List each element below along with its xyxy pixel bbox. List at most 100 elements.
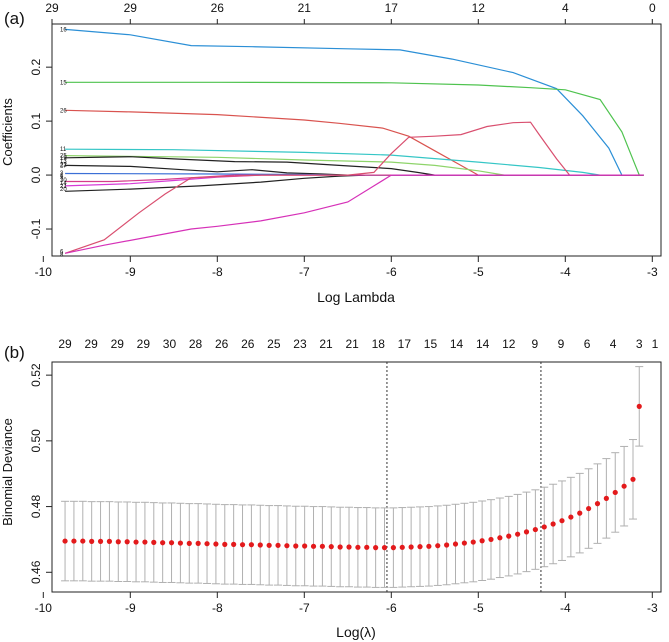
x-tick-label: -3 (647, 265, 658, 279)
top-axis-label: 29 (45, 1, 59, 15)
deviance-point (222, 541, 228, 547)
deviance-point (417, 544, 423, 550)
deviance-point (124, 539, 130, 545)
path-index-label: 14 (60, 181, 67, 187)
panel-a-top-axis: 29 29 26 21 17 12 4 0 (45, 1, 656, 24)
coefficient-path-line (64, 174, 635, 254)
x-tick-label: -9 (125, 601, 136, 615)
path-index-label: 15 (60, 80, 67, 86)
path-index-label: 9 (60, 175, 64, 181)
x-tick-label: -7 (299, 601, 310, 615)
path-index-label: 21 (60, 184, 67, 190)
top-axis-label: 4 (610, 337, 617, 351)
panel-a-y-ticks: -0.1 0.0 0.1 0.2 (29, 58, 52, 239)
panel-b-error-bars (61, 366, 644, 588)
deviance-point (266, 542, 272, 548)
deviance-point (168, 540, 175, 546)
deviance-point (479, 538, 485, 544)
path-index-label: 26 (60, 108, 67, 114)
deviance-point (355, 544, 361, 550)
deviance-point (523, 529, 530, 535)
deviance-point (452, 541, 459, 547)
top-axis-label: 29 (124, 1, 138, 15)
top-axis-label: 21 (345, 337, 359, 351)
deviance-point (106, 538, 113, 545)
top-axis-label: 21 (298, 1, 312, 15)
x-tick-label: -7 (299, 265, 310, 279)
coefficient-path-line (65, 28, 644, 176)
top-axis-label: 29 (137, 337, 151, 351)
deviance-point (568, 514, 574, 520)
path-index-label: 22 (60, 162, 67, 168)
top-axis-label: 26 (215, 337, 229, 351)
x-tick-label: -5 (473, 265, 484, 279)
panel-a-x-ticks: -10 -9 -8 -7 -6 -5 -4 -3 (35, 256, 658, 279)
deviance-point (151, 539, 157, 545)
deviance-point (293, 543, 299, 549)
panel-b-x-axis-title: Log(λ) (336, 624, 376, 640)
deviance-point (284, 543, 290, 549)
top-axis-label: 25 (267, 337, 281, 351)
top-axis-label: 9 (532, 337, 539, 351)
deviance-point (364, 544, 370, 550)
deviance-point (97, 538, 104, 545)
coefficient-path-line (65, 109, 479, 176)
deviance-point (550, 521, 556, 527)
deviance-point (337, 544, 343, 550)
deviance-point (319, 543, 325, 549)
path-index-label: 13 (60, 159, 67, 165)
y-tick-label: 0.1 (29, 112, 43, 129)
path-index-label: 30 (60, 178, 67, 184)
y-tick-label: 0.48 (29, 495, 43, 519)
deviance-point (541, 524, 547, 530)
top-axis-label: 29 (111, 337, 125, 351)
x-tick-label: -10 (35, 265, 53, 279)
path-index-label: 6 (60, 250, 64, 256)
panel-b-label: (b) (4, 343, 25, 362)
deviance-point (373, 545, 379, 551)
deviance-point (160, 540, 166, 546)
deviance-point (275, 542, 281, 548)
deviance-point (488, 536, 494, 543)
x-tick-label: -5 (473, 601, 484, 615)
panel-b-x-ticks: -10 -9 -8 -7 -6 -5 -4 -3 (35, 592, 658, 615)
deviance-point (62, 538, 68, 544)
path-index-label: 20 (60, 187, 67, 193)
top-axis-label: 17 (398, 337, 412, 351)
top-axis-label: 30 (163, 337, 177, 351)
y-tick-label: 0.46 (29, 560, 43, 584)
deviance-point (239, 542, 246, 548)
top-axis-label: 28 (189, 337, 203, 351)
path-index-label: 1 (60, 173, 64, 179)
deviance-point (435, 543, 441, 549)
top-axis-label: 29 (84, 337, 98, 351)
panel-a-label: (a) (4, 9, 25, 28)
deviance-point (515, 531, 521, 537)
deviance-point (636, 403, 642, 409)
top-axis-label: 9 (558, 337, 565, 351)
deviance-point (71, 538, 77, 544)
top-axis-label: 15 (424, 337, 438, 351)
panel-a-y-axis-title: Coefficients (0, 98, 15, 166)
y-tick-label: -0.1 (29, 218, 43, 239)
path-index-label: 19 (60, 156, 67, 162)
x-tick-label: -9 (125, 265, 136, 279)
path-index-label: 16 (60, 27, 67, 33)
deviance-point (559, 518, 565, 524)
path-index-label: 27 (60, 163, 67, 169)
y-tick-label: 0.0 (29, 166, 43, 183)
x-tick-label: -4 (560, 265, 571, 279)
deviance-point (204, 541, 210, 547)
panel-b: (b) -10 -9 -8 -7 -6 -5 -4 -3 0.46 0.48 0.50 0.52 2… (0, 337, 662, 640)
coefficient-path-line (64, 121, 571, 254)
deviance-point (408, 544, 414, 550)
deviance-point (506, 533, 512, 539)
x-tick-label: -3 (647, 601, 658, 615)
path-index-label: 25 (60, 154, 67, 160)
x-tick-label: -6 (386, 601, 397, 615)
top-axis-label: 3 (636, 337, 643, 351)
coefficient-path-line (65, 164, 348, 176)
top-axis-label: 18 (372, 337, 386, 351)
